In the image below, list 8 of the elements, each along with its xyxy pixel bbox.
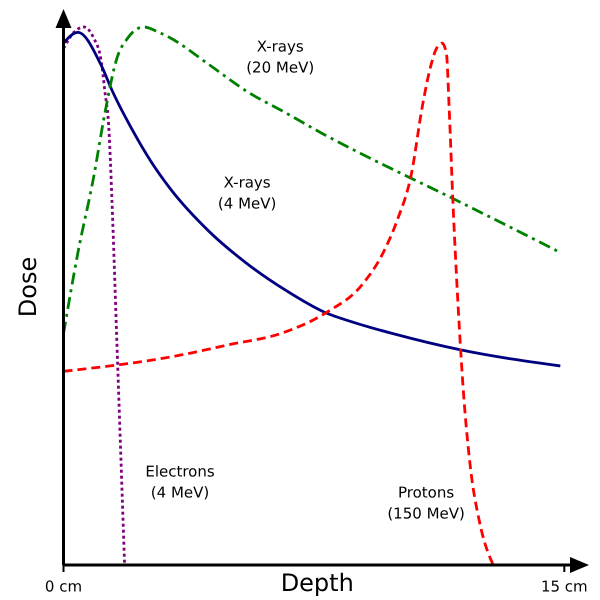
x-tick-label: 15 cm — [540, 578, 588, 596]
series-label: Electrons (4 MeV) — [145, 462, 215, 502]
y-axis-title: Dose — [14, 256, 42, 318]
series-label: X-rays (4 MeV) — [218, 174, 276, 213]
series-label: Protons (150 MeV) — [387, 484, 465, 523]
x-tick-label: 0 cm — [44, 578, 82, 596]
x-axis-title: Depth — [280, 569, 354, 597]
series-label: X-rays (20 MeV) — [246, 38, 314, 77]
